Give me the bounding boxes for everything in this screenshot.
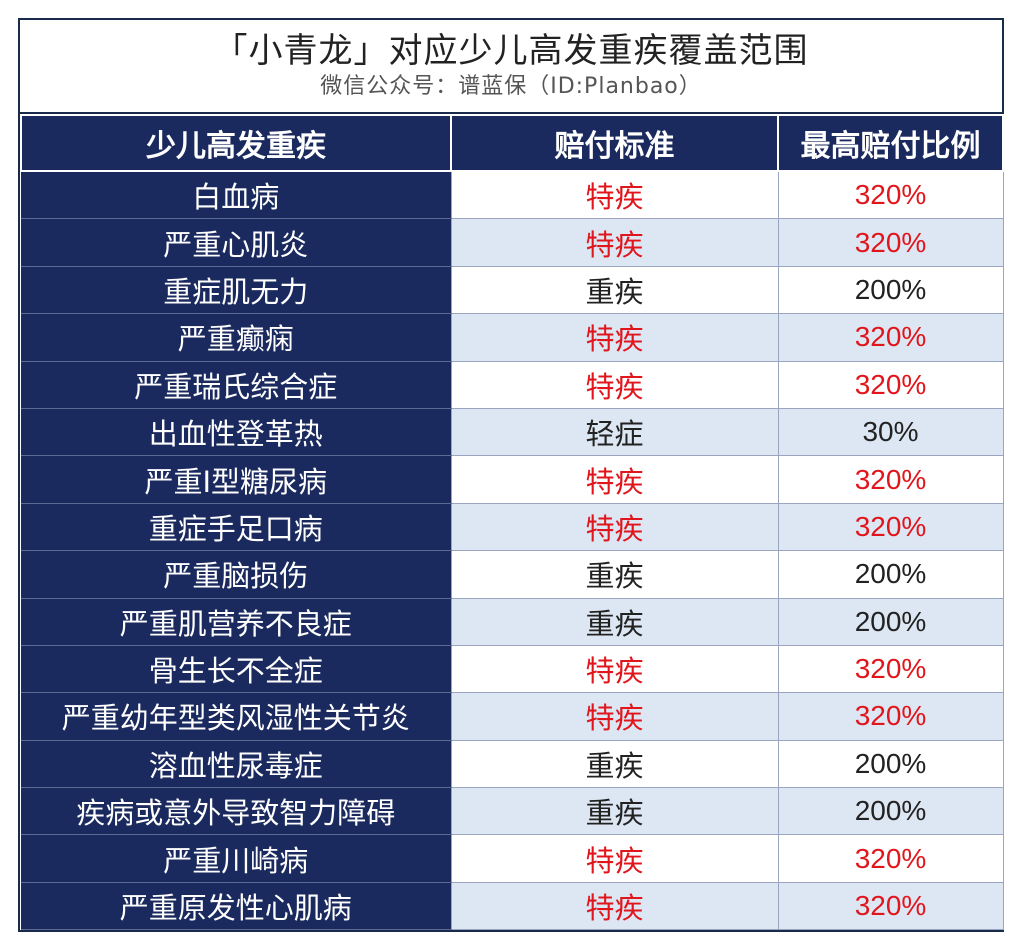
ratio-cell: 320%: [777, 360, 1004, 409]
disease-cell: 严重I型糖尿病: [21, 455, 452, 504]
standard-cell: 特疾: [450, 218, 779, 267]
table-row: 出血性登革热 轻症 30%: [21, 407, 1004, 457]
standard-cell: 特疾: [450, 313, 779, 362]
ratio-cell: 200%: [777, 787, 1004, 836]
ratio-cell: 320%: [777, 834, 1004, 883]
page-title: 「小青龙」对应少儿高发重疾覆盖范围: [213, 31, 809, 71]
standard-cell: 特疾: [450, 360, 779, 409]
standard-cell: 重疾: [450, 597, 779, 646]
disease-cell: 溶血性尿毒症: [21, 739, 452, 789]
disease-cell: 骨生长不全症: [21, 644, 452, 694]
ratio-cell: 320%: [777, 455, 1004, 504]
column-header-standard: 赔付标准: [450, 114, 779, 172]
standard-cell: 特疾: [450, 502, 779, 552]
standard-cell: 特疾: [450, 692, 779, 741]
table-row: 严重瑞氏综合症 特疾 320%: [21, 360, 1004, 409]
table-row: 重症手足口病 特疾 320%: [21, 502, 1004, 552]
ratio-cell: 200%: [777, 265, 1004, 315]
ratio-cell: 200%: [777, 597, 1004, 646]
ratio-cell: 200%: [777, 739, 1004, 789]
table-row: 白血病 特疾 320%: [21, 170, 1004, 220]
disease-cell: 严重脑损伤: [21, 550, 452, 599]
standard-cell: 轻症: [450, 407, 779, 457]
disease-cell: 严重川崎病: [21, 834, 452, 883]
ratio-cell: 200%: [777, 550, 1004, 599]
standard-cell: 重疾: [450, 739, 779, 789]
table-row: 严重I型糖尿病 特疾 320%: [21, 455, 1004, 504]
standard-cell: 重疾: [450, 550, 779, 599]
standard-cell: 特疾: [450, 455, 779, 504]
table-row: 骨生长不全症 特疾 320%: [21, 644, 1004, 694]
coverage-table: 少儿高发重疾 赔付标准 最高赔付比例 白血病 特疾 320% 严重心肌炎 特疾 320% 重…: [20, 114, 1004, 931]
standard-cell: 特疾: [450, 834, 779, 883]
ratio-cell: 320%: [777, 218, 1004, 267]
title-block: 「小青龙」对应少儿高发重疾覆盖范围 微信公众号：谱蓝保（ID:Planbao）: [20, 20, 1002, 114]
disease-cell: 白血病: [21, 170, 452, 220]
disease-cell: 严重癫痫: [21, 313, 452, 362]
ratio-cell: 320%: [777, 881, 1004, 931]
table-row: 严重肌营养不良症 重疾 200%: [21, 597, 1004, 646]
standard-cell: 特疾: [450, 881, 779, 931]
table-row: 严重幼年型类风湿性关节炎 特疾 320%: [21, 692, 1004, 741]
table-row: 溶血性尿毒症 重疾 200%: [21, 739, 1004, 789]
standard-cell: 重疾: [450, 787, 779, 836]
table-header-row: 少儿高发重疾 赔付标准 最高赔付比例: [20, 114, 1004, 172]
standard-cell: 重疾: [450, 265, 779, 315]
ratio-cell: 320%: [777, 692, 1004, 741]
coverage-table-frame: 「小青龙」对应少儿高发重疾覆盖范围 微信公众号：谱蓝保（ID:Planbao） …: [18, 18, 1004, 932]
table-row: 严重心肌炎 特疾 320%: [21, 218, 1004, 267]
page-subtitle: 微信公众号：谱蓝保（ID:Planbao）: [320, 74, 702, 99]
table-row: 严重癫痫 特疾 320%: [21, 313, 1004, 362]
ratio-cell: 320%: [777, 644, 1004, 694]
disease-cell: 重症肌无力: [21, 265, 452, 315]
standard-cell: 特疾: [450, 170, 779, 220]
table-body: 白血病 特疾 320% 严重心肌炎 特疾 320% 重症肌无力 重疾 200% 严重癫痫 特疾 320…: [21, 170, 1004, 931]
disease-cell: 严重心肌炎: [21, 218, 452, 267]
table-row: 严重脑损伤 重疾 200%: [21, 550, 1004, 599]
disease-cell: 出血性登革热: [21, 407, 452, 457]
table-row: 重症肌无力 重疾 200%: [21, 265, 1004, 315]
disease-cell: 严重幼年型类风湿性关节炎: [21, 692, 452, 741]
disease-cell: 严重瑞氏综合症: [21, 360, 452, 409]
disease-cell: 严重原发性心肌病: [21, 881, 452, 931]
ratio-cell: 320%: [777, 170, 1004, 220]
ratio-cell: 320%: [777, 313, 1004, 362]
ratio-cell: 320%: [777, 502, 1004, 552]
ratio-cell: 30%: [777, 407, 1004, 457]
column-header-disease: 少儿高发重疾: [20, 114, 452, 172]
table-row: 疾病或意外导致智力障碍 重疾 200%: [21, 787, 1004, 836]
table-row: 严重川崎病 特疾 320%: [21, 834, 1004, 883]
disease-cell: 重症手足口病: [21, 502, 452, 552]
standard-cell: 特疾: [450, 644, 779, 694]
column-header-ratio: 最高赔付比例: [777, 114, 1004, 172]
table-row: 严重原发性心肌病 特疾 320%: [21, 881, 1004, 931]
disease-cell: 疾病或意外导致智力障碍: [21, 787, 452, 836]
disease-cell: 严重肌营养不良症: [21, 597, 452, 646]
